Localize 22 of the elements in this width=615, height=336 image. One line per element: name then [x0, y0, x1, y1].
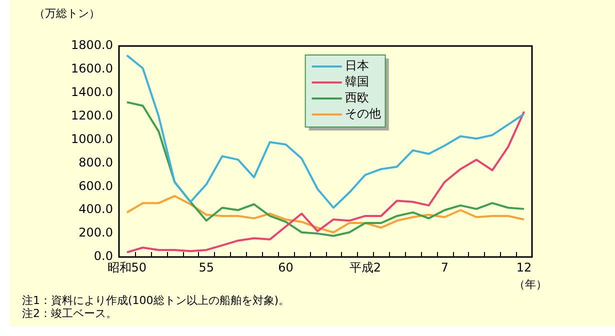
x-tick-label: 60: [278, 260, 294, 274]
x-tick-label: 55: [198, 260, 214, 274]
legend-label: 日本: [344, 58, 369, 73]
y-tick-label: 1800.0: [71, 38, 113, 52]
y-tick-label: 1200.0: [71, 108, 113, 122]
y-tick-label: 1400.0: [71, 85, 113, 100]
text: 注2：竣工ベース。: [22, 307, 118, 320]
y-tick-label: 1600.0: [71, 62, 113, 76]
x-tick-label: 7: [440, 260, 448, 274]
legend-label: その他: [344, 106, 381, 121]
text: 注1：資料により作成(100総トン以上の船舶を対象)。: [22, 294, 290, 307]
y-tick-label: 200.0: [78, 226, 113, 240]
y-tick-label: 600.0: [78, 178, 113, 193]
x-tick-label: 平成2: [349, 260, 382, 274]
x-tick-label: 12: [516, 260, 532, 274]
y-tick-label: 1000.0: [71, 132, 113, 146]
legend-label: 西欧: [344, 90, 369, 105]
y-tick-label: 400.0: [78, 202, 113, 216]
x-axis-title: （年）: [514, 277, 547, 292]
legend-label: 韓国: [344, 74, 369, 89]
y-tick-label: 800.0: [78, 155, 113, 170]
y-axis-title: （万総トン）: [34, 6, 100, 21]
